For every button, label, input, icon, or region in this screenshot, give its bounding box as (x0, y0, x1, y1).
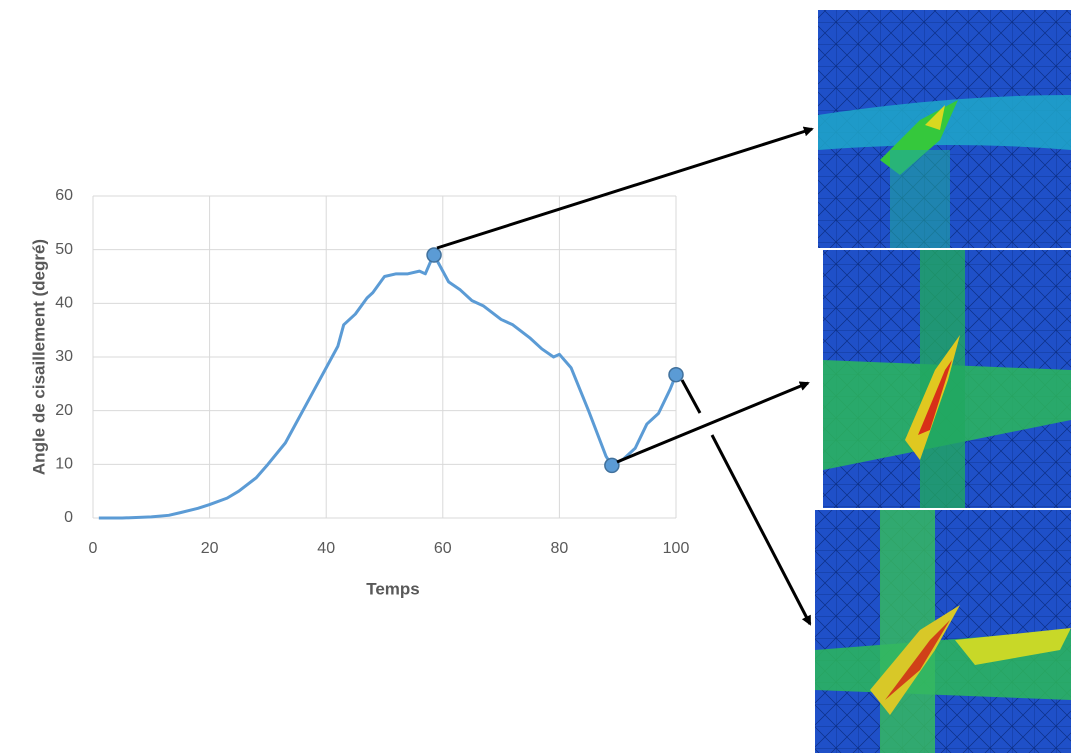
arrow (680, 379, 702, 414)
x-tick-label: 40 (317, 540, 335, 557)
data-marker (426, 247, 442, 263)
x-tick-label: 100 (663, 540, 690, 557)
y-tick-label: 20 (55, 402, 73, 419)
data-line (98, 253, 678, 520)
x-tick-label: 80 (551, 540, 569, 557)
arrow (616, 381, 810, 464)
simulation-image (815, 510, 1071, 753)
y-tick-label: 50 (55, 241, 73, 258)
y-tick-label: 60 (55, 187, 73, 204)
y-tick-label: 30 (55, 348, 73, 365)
x-axis-title: Temps (366, 579, 420, 598)
y-tick-label: 40 (55, 295, 73, 312)
data-marker (604, 457, 620, 474)
x-tick-label: 60 (434, 540, 452, 557)
x-tick-label: 0 (89, 540, 98, 557)
arrow (710, 434, 812, 626)
arrows (436, 126, 814, 626)
y-axis-title: Angle de cisaillement (degré) (29, 239, 48, 475)
plot-area: 0 10 20 30 40 50 60 0 20 40 60 80 100 (55, 187, 689, 557)
simulation-image (818, 10, 1071, 248)
data-marker (668, 366, 684, 383)
y-tick-label: 10 (55, 456, 73, 473)
simulation-image (823, 250, 1071, 508)
x-tick-label: 20 (201, 540, 219, 557)
arrow (436, 126, 814, 250)
y-tick-label: 0 (64, 509, 73, 526)
